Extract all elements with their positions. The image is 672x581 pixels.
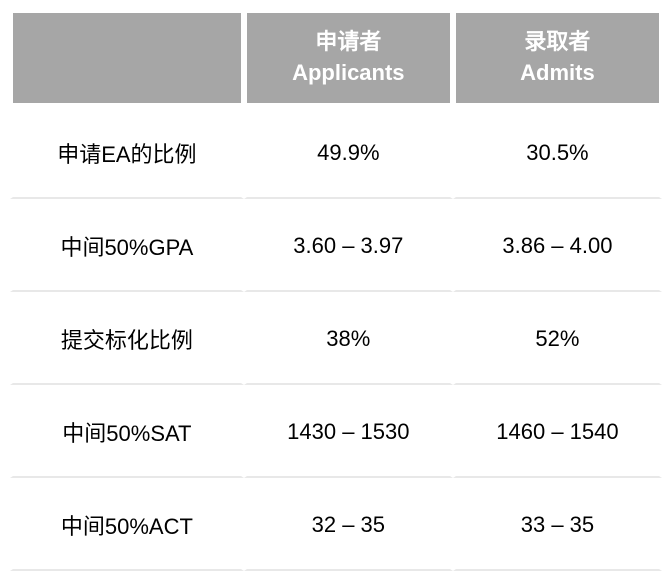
cell-applicants: 32 – 35 [244,478,453,571]
table-header: 申请者 Applicants 录取者 Admits [10,10,662,106]
table-row: 中间50%ACT 32 – 35 33 – 35 [10,478,662,571]
header-applicants: 申请者 Applicants [244,10,453,106]
row-label: 中间50%GPA [10,199,244,292]
cell-admits: 3.86 – 4.00 [453,199,662,292]
cell-admits: 30.5% [453,106,662,199]
header-admits-cn: 录取者 [464,27,651,58]
admission-stats-table: 申请者 Applicants 录取者 Admits 申请EA的比例 49.9% … [10,10,662,571]
header-admits-en: Admits [464,58,651,89]
stats-table: 申请者 Applicants 录取者 Admits 申请EA的比例 49.9% … [10,10,662,571]
cell-admits: 33 – 35 [453,478,662,571]
header-empty [10,10,244,106]
header-applicants-cn: 申请者 [255,27,442,58]
table-body: 申请EA的比例 49.9% 30.5% 中间50%GPA 3.60 – 3.97… [10,106,662,571]
row-label: 提交标化比例 [10,292,244,385]
cell-applicants: 38% [244,292,453,385]
table-row: 中间50%SAT 1430 – 1530 1460 – 1540 [10,385,662,478]
header-row: 申请者 Applicants 录取者 Admits [10,10,662,106]
row-label: 中间50%SAT [10,385,244,478]
header-admits: 录取者 Admits [453,10,662,106]
table-row: 提交标化比例 38% 52% [10,292,662,385]
cell-applicants: 3.60 – 3.97 [244,199,453,292]
table-row: 申请EA的比例 49.9% 30.5% [10,106,662,199]
cell-admits: 52% [453,292,662,385]
cell-admits: 1460 – 1540 [453,385,662,478]
header-applicants-en: Applicants [255,58,442,89]
row-label: 申请EA的比例 [10,106,244,199]
row-label: 中间50%ACT [10,478,244,571]
table-row: 中间50%GPA 3.60 – 3.97 3.86 – 4.00 [10,199,662,292]
cell-applicants: 49.9% [244,106,453,199]
cell-applicants: 1430 – 1530 [244,385,453,478]
